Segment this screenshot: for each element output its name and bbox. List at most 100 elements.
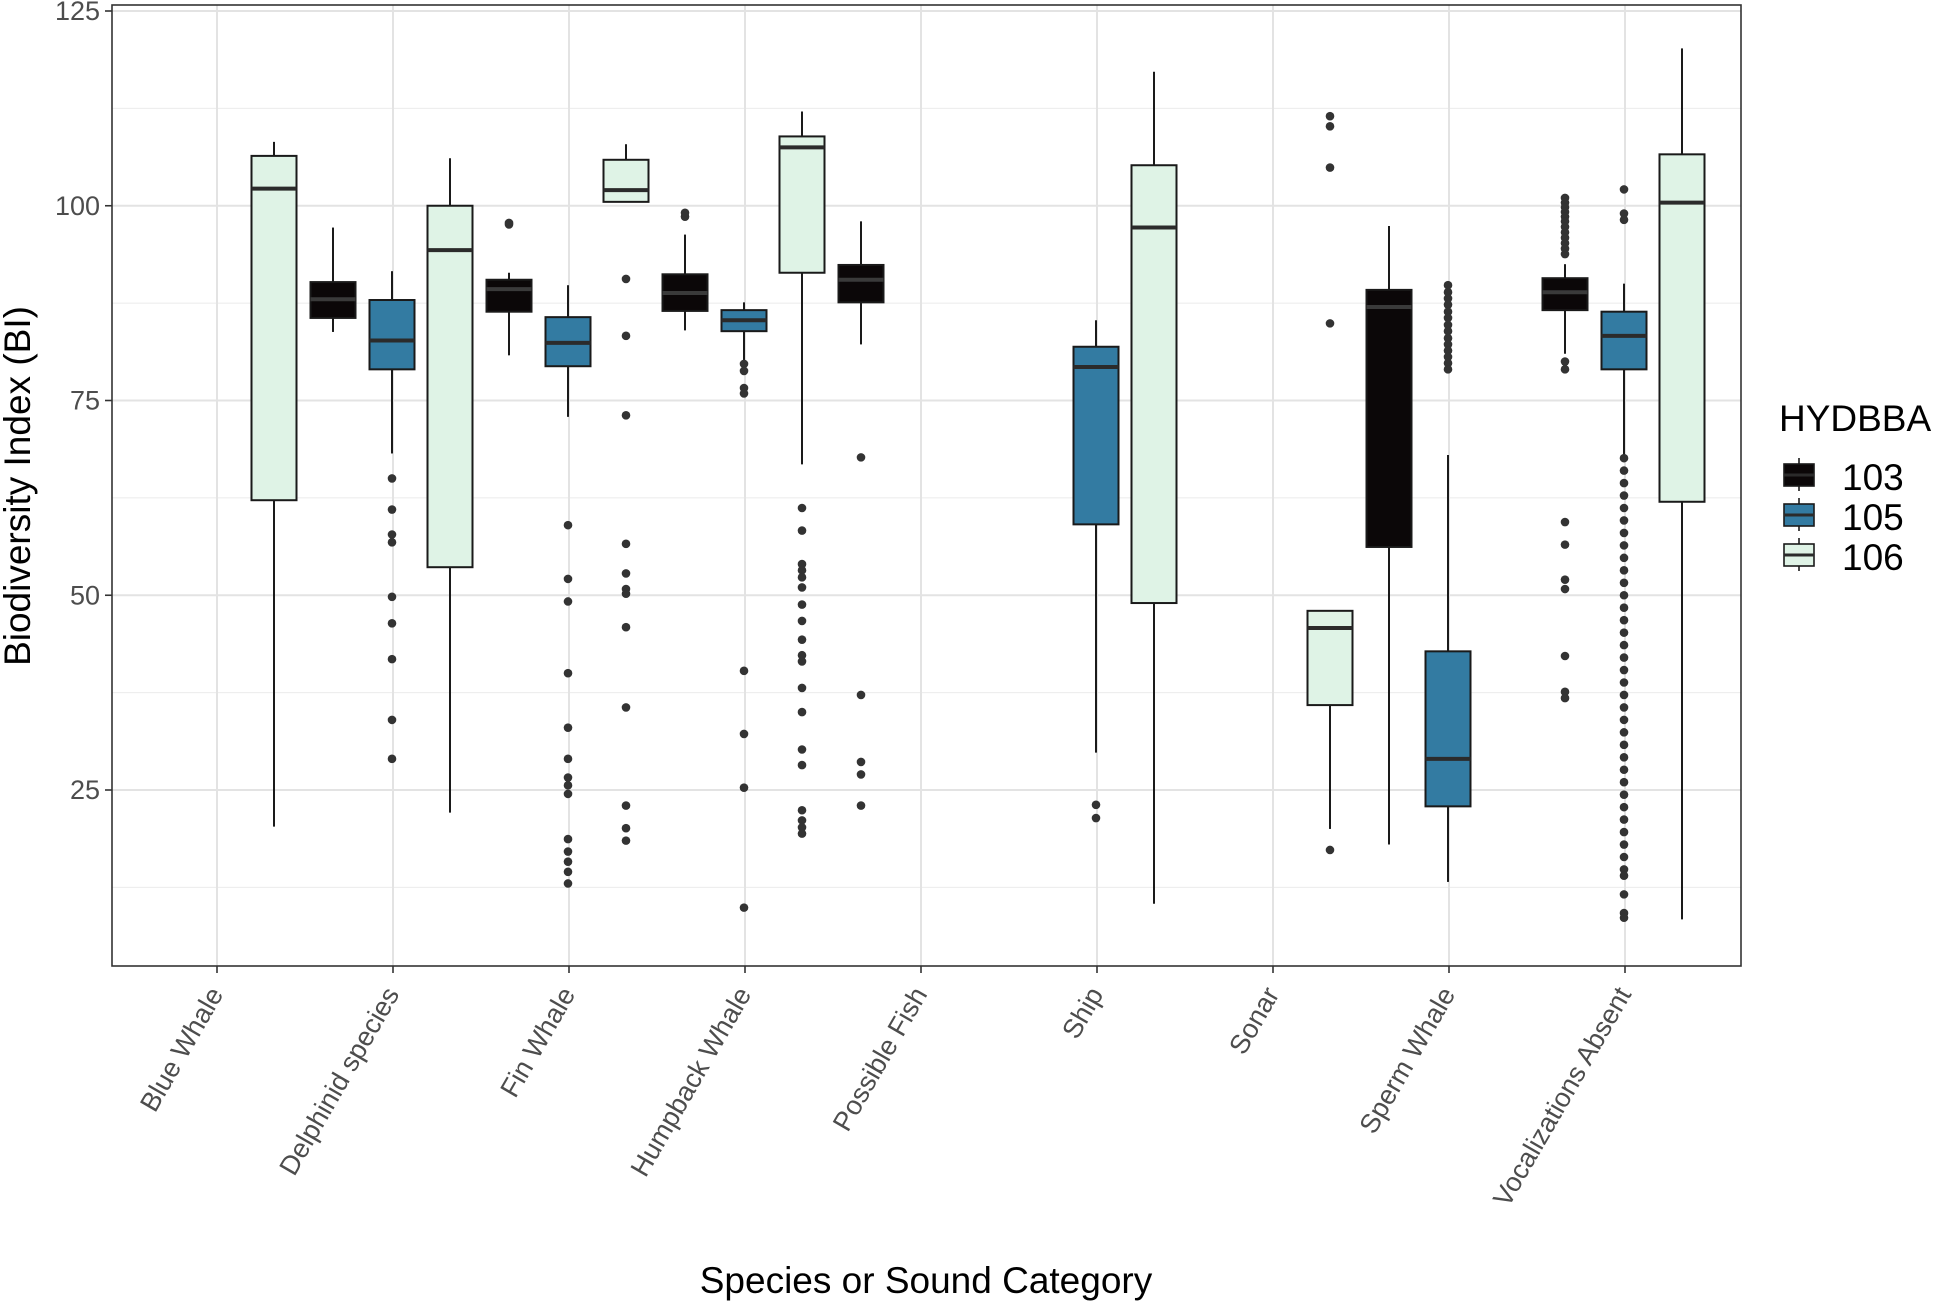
outlier-point [797,650,807,660]
outlier-point [1443,287,1453,297]
legend-title: HYDBBA [1779,398,1931,439]
outlier-point [1560,249,1570,259]
outlier-point [1443,294,1453,303]
outlier-point [1619,777,1629,787]
outlier-point [387,474,397,483]
outlier-point [797,745,807,754]
outlier-point [680,208,690,218]
outlier-point [1325,121,1335,131]
outlier-point [1619,628,1629,637]
outlier-point [739,903,749,912]
box-vocalizations-absent-103 [1541,264,1589,354]
outlier-point [387,530,397,539]
outlier-point [1619,578,1629,588]
outlier-point [1619,827,1629,837]
outlier-point [1619,466,1629,475]
outlier-point [1443,365,1453,374]
outlier-point [1325,845,1335,855]
outlier-point [856,770,866,779]
outlier-point [387,715,397,725]
outlier-point [739,666,749,676]
outlier-point [1443,313,1453,323]
outlier-point [797,616,807,626]
outlier-point [1091,813,1101,823]
outlier-point [387,654,397,664]
outlier-point [1619,215,1629,225]
panel-border [111,4,1742,967]
outlier-point [1619,553,1629,563]
box-humpback-whale-105 [720,302,768,360]
box-possible-fish-103 [837,221,885,345]
legend-keys [1783,458,1815,571]
outlier-point [1091,800,1101,810]
outlier-point [563,834,573,844]
box-fin-whale-103 [485,272,533,356]
outlier-point [1619,603,1629,613]
outlier-point [797,600,807,609]
outlier-point [563,668,573,678]
outlier-point [1443,333,1453,343]
outlier-point [1619,728,1629,737]
box-vocalizations-absent-105 [1600,283,1648,456]
outlier-point [1560,693,1570,703]
outlier-point [621,823,631,833]
outlier-point [1619,678,1629,687]
outlier-point [1619,491,1629,500]
outlier-point [856,757,866,767]
outlier-point [1619,865,1629,874]
legend-key-103 [1783,458,1815,491]
box-delphinid-species-105 [368,271,416,454]
outlier-point [1619,871,1629,880]
box-iqr [1072,345,1120,526]
outlier-point [1619,703,1629,712]
outlier-point [1325,111,1335,121]
outlier-point [1619,790,1629,799]
outlier-point [1443,320,1453,330]
x-axis-title: Species or Sound Category [700,1260,1153,1301]
outlier-point [1325,163,1335,172]
outlier-point [739,389,749,398]
outlier-point [797,707,807,717]
outlier-point [1560,651,1570,661]
y-tick-label: 50 [70,580,100,610]
outlier-point [1560,357,1570,366]
outlier-point [1560,540,1570,549]
outlier-point [1619,615,1629,625]
outlier-point [621,801,631,810]
box-iqr [602,158,650,203]
outlier-point [797,573,807,582]
box-iqr [1658,153,1706,503]
box-iqr [837,263,885,304]
outlier-point [387,537,397,547]
outlier-point [1619,752,1629,762]
outlier-point [621,622,631,632]
outlier-point [1443,326,1453,336]
outlier-point [856,453,866,462]
outlier-point [563,781,573,790]
outlier-point [797,829,807,838]
box-vocalizations-absent-106 [1658,48,1706,920]
box-sperm-whale-105 [1424,455,1472,882]
outlier-point [1619,890,1629,899]
outlier-point [856,801,866,810]
box-humpback-whale-106 [778,111,826,465]
box-sonar-106 [1306,609,1354,829]
outlier-point [1443,346,1453,355]
outlier-point [621,589,631,598]
box-iqr [368,299,416,371]
outlier-point [387,505,397,514]
outlier-point [797,526,807,535]
outlier-point [1443,280,1453,290]
outlier-point [1560,575,1570,584]
outlier-point [739,366,749,376]
box-iqr [426,204,474,569]
outlier-point [1619,185,1629,194]
box-iqr [250,154,298,502]
outlier-point [1443,300,1453,309]
y-tick-label: 75 [70,386,100,416]
outlier-point [563,847,573,856]
box-iqr [485,278,533,313]
box-delphinid-species-106 [426,158,474,813]
outlier-point [797,583,807,592]
outlier-point [1619,765,1629,775]
